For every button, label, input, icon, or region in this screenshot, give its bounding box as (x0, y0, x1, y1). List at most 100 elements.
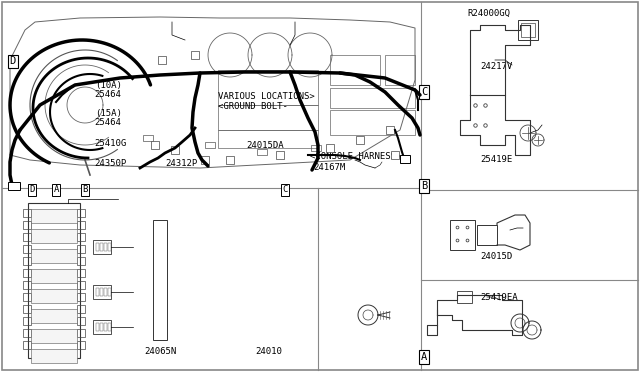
Bar (77, 269, 85, 277)
Bar (104, 323, 107, 331)
Bar (108, 323, 111, 331)
Text: (10A): (10A) (95, 81, 122, 90)
Bar (108, 288, 111, 296)
Bar (521, 23, 535, 37)
Text: B: B (421, 181, 428, 191)
Bar (385, 55, 415, 85)
Bar (386, 126, 394, 134)
Bar (77, 209, 85, 217)
Text: 25464: 25464 (95, 118, 122, 127)
Bar (23, 317, 31, 325)
Text: 24010: 24010 (255, 347, 282, 356)
Bar (158, 56, 166, 64)
Bar (205, 142, 215, 148)
Text: A: A (421, 352, 428, 362)
Text: C: C (421, 87, 428, 97)
Bar (257, 149, 267, 155)
Bar (77, 281, 85, 289)
Bar (457, 291, 472, 303)
Text: 24312P: 24312P (165, 159, 197, 168)
Bar (77, 293, 85, 301)
Bar (100, 288, 103, 296)
Text: <GROUND BOLT-: <GROUND BOLT- (218, 102, 287, 110)
Bar (23, 257, 31, 265)
Bar (518, 20, 538, 40)
Bar (93, 285, 111, 299)
Bar (104, 243, 107, 251)
Bar (77, 329, 85, 337)
Bar (31, 289, 77, 303)
Bar (93, 240, 111, 254)
Bar (31, 269, 77, 283)
Bar (31, 229, 77, 243)
Bar (23, 341, 31, 349)
Bar (143, 135, 153, 141)
Bar (23, 329, 31, 337)
Text: 24015D: 24015D (480, 252, 512, 261)
Bar (23, 281, 31, 289)
Bar (77, 317, 85, 325)
Bar (23, 305, 31, 313)
Bar (330, 110, 415, 135)
Bar (276, 151, 284, 159)
Bar (330, 88, 415, 108)
Text: A: A (54, 185, 59, 194)
Bar (31, 209, 77, 223)
Text: 25419EA: 25419EA (480, 293, 518, 302)
Bar (153, 220, 167, 340)
Text: 24167M: 24167M (314, 163, 346, 172)
Bar (23, 269, 31, 277)
Bar (201, 156, 209, 164)
Bar (311, 145, 321, 151)
Text: (15A): (15A) (95, 109, 122, 118)
Text: <CONSOLE HARNESS>: <CONSOLE HARNESS> (310, 153, 401, 161)
Text: VARIOUS LOCATIONS>: VARIOUS LOCATIONS> (218, 92, 314, 101)
Text: 24065N: 24065N (144, 347, 176, 356)
Text: 24015DA: 24015DA (246, 141, 284, 150)
Bar (77, 245, 85, 253)
Text: D: D (29, 185, 35, 194)
Text: B: B (83, 185, 88, 194)
Text: 25410G: 25410G (95, 139, 127, 148)
Bar (218, 130, 318, 148)
Text: 25464: 25464 (95, 90, 122, 99)
Bar (23, 209, 31, 217)
Bar (450, 220, 475, 250)
Bar (31, 329, 77, 343)
Bar (77, 257, 85, 265)
Bar (77, 221, 85, 229)
Text: 24217V: 24217V (480, 62, 512, 71)
Bar (151, 141, 159, 149)
Bar (218, 70, 318, 105)
Bar (23, 293, 31, 301)
Bar (226, 156, 234, 164)
Bar (23, 233, 31, 241)
Bar (356, 136, 364, 144)
Text: C: C (282, 185, 287, 194)
Bar (31, 309, 77, 323)
Bar (391, 151, 399, 159)
Text: 25419E: 25419E (480, 155, 512, 164)
Bar (8, 182, 20, 190)
Bar (400, 155, 410, 163)
Bar (96, 243, 99, 251)
Bar (77, 233, 85, 241)
Bar (477, 225, 497, 245)
Bar (100, 323, 103, 331)
Bar (218, 105, 318, 130)
Bar (77, 341, 85, 349)
Bar (330, 55, 380, 85)
Bar (108, 243, 111, 251)
Bar (96, 288, 99, 296)
Text: R24000GQ: R24000GQ (467, 9, 510, 17)
Bar (104, 288, 107, 296)
Bar (31, 249, 77, 263)
Bar (77, 305, 85, 313)
Bar (31, 349, 77, 363)
Bar (23, 245, 31, 253)
Text: 24350P: 24350P (95, 159, 127, 168)
Bar (100, 243, 103, 251)
Text: D: D (10, 57, 16, 66)
Bar (28, 203, 80, 358)
Bar (326, 144, 334, 152)
